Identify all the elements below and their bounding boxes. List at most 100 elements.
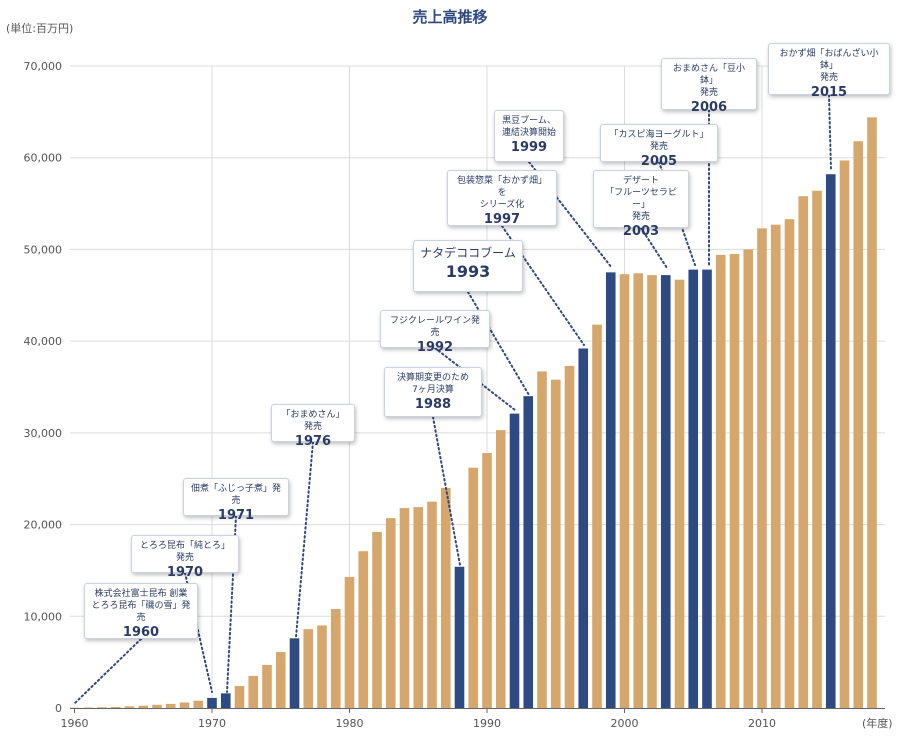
- bar: [812, 190, 822, 708]
- x-tick-label: 1990: [473, 717, 501, 730]
- x-tick-label: 2000: [611, 717, 639, 730]
- callout-1997: 包装惣菜「おかず畑」を シリーズ化 1997: [447, 170, 557, 227]
- bar: [784, 219, 795, 709]
- bar: [537, 371, 547, 708]
- bar: [674, 279, 685, 708]
- callout-leader: [432, 416, 461, 566]
- y-tick-label: 60,000: [24, 152, 63, 165]
- y-tick-label: 30,000: [24, 427, 63, 440]
- bar-highlight: [660, 275, 671, 708]
- bar: [853, 141, 864, 709]
- bar-highlight: [523, 396, 534, 708]
- bar: [193, 700, 204, 708]
- bar: [344, 576, 355, 708]
- callout-2003: デザート 「フルーツセラピー」 発売 2003: [593, 170, 689, 239]
- bar-highlight: [207, 697, 217, 708]
- callout-1960: 株式会社富士昆布 創業 とろろ昆布「磯の雪」発売 1960: [84, 583, 198, 640]
- callout-year: 2015: [810, 85, 848, 100]
- y-tick-label: 70,000: [24, 60, 63, 73]
- bar: [482, 453, 492, 708]
- callout-1988: 決算期変更のため 7ヶ月決算 1988: [384, 367, 482, 417]
- callout-description: 佃煮「ふじっ子煮」発売: [190, 484, 281, 506]
- bar: [152, 704, 162, 708]
- bar: [124, 706, 135, 708]
- callout-year: 1971: [217, 508, 255, 523]
- bar: [97, 707, 107, 708]
- bar-highlight: [220, 693, 231, 708]
- callout-2006: おまめさん「豆小鉢」 発売 2006: [661, 58, 757, 115]
- callout-leader: [828, 94, 832, 171]
- bar-highlight: [509, 413, 520, 708]
- callout-description: 包装惣菜「おかず畑」を シリーズ化: [456, 176, 547, 210]
- bar: [564, 365, 575, 708]
- bar: [248, 675, 259, 708]
- x-tick-label: 2010: [748, 717, 776, 730]
- bar: [165, 703, 176, 708]
- bar: [83, 707, 94, 709]
- callout-1976: 「おまめさん」発売 1976: [271, 404, 355, 449]
- y-unit-label: (単位:百万円): [6, 22, 74, 35]
- y-tick-label: 0: [55, 702, 62, 715]
- callout-description: 黒豆ブーム、 連結決算開始: [501, 116, 556, 138]
- bar: [399, 508, 410, 708]
- bar-highlight: [688, 269, 699, 708]
- bar: [770, 224, 781, 708]
- x-tick-label: 1960: [61, 717, 89, 730]
- bar: [275, 652, 286, 708]
- bar-highlight: [605, 272, 616, 708]
- bar-highlight: [454, 566, 465, 708]
- bar: [358, 551, 369, 708]
- bar-highlight: [578, 348, 589, 708]
- bar: [550, 379, 561, 708]
- callout-year: 1988: [414, 397, 452, 412]
- callout-description: とろろ昆布「純とろ」発売: [139, 541, 230, 563]
- bar: [757, 228, 767, 708]
- callout-year: 2005: [640, 154, 678, 169]
- callout-description: ナタデココブーム: [420, 246, 516, 260]
- callout-description: 株式会社富士昆布 創業 とろろ昆布「磯の雪」発売: [91, 589, 191, 623]
- bar: [110, 706, 121, 708]
- bar: [729, 254, 740, 708]
- callout-description: デザート 「フルーツセラピー」 発売: [605, 176, 677, 222]
- callout-year: 1993: [445, 262, 491, 281]
- bar: [440, 487, 451, 708]
- bar: [234, 685, 245, 708]
- callout-description: おまめさん「豆小鉢」 発売: [672, 64, 745, 98]
- bar: [633, 273, 644, 708]
- callout-year: 2003: [622, 224, 660, 239]
- callout-year: 1999: [510, 140, 548, 155]
- callout-description: 「おまめさん」発売: [281, 410, 345, 432]
- callout-2005: 「カスピ海ヨーグルト」発売 2005: [600, 124, 718, 169]
- callout-description: おかず畑「おばんざい小鉢」 発売: [779, 49, 879, 83]
- callout-description: フジクレールワイン発売: [389, 316, 480, 338]
- bar: [317, 625, 327, 708]
- bar: [303, 629, 314, 708]
- bar: [413, 507, 424, 708]
- y-tick-label: 20,000: [24, 519, 63, 532]
- callout-1970: とろろ昆布「純とろ」発売 1970: [131, 535, 239, 580]
- callout-description: 「カスピ海ヨーグルト」発売: [609, 130, 709, 152]
- bar: [619, 274, 630, 708]
- x-tick-label: 1970: [198, 717, 226, 730]
- bar: [468, 467, 479, 708]
- callout-1992: フジクレールワイン発売 1992: [380, 310, 490, 355]
- callout-2015: おかず畑「おばんざい小鉢」 発売 2015: [768, 43, 890, 100]
- y-tick-label: 50,000: [24, 243, 63, 256]
- bar-highlight: [702, 269, 712, 708]
- bar: [592, 324, 602, 708]
- x-tick-label: 1980: [336, 717, 364, 730]
- y-tick-label: 40,000: [24, 335, 63, 348]
- chart-title: 売上高推移: [412, 8, 488, 26]
- callout-year: 1997: [483, 212, 521, 227]
- bar: [330, 608, 341, 708]
- y-tick-label: 10,000: [24, 610, 63, 623]
- bar: [798, 196, 809, 708]
- callout-year: 1960: [122, 625, 160, 640]
- bar: [839, 160, 850, 709]
- bar: [179, 702, 190, 708]
- callout-1971: 佃煮「ふじっ子煮」発売 1971: [183, 478, 289, 523]
- callout-leader: [295, 441, 314, 638]
- callout-year: 2006: [690, 100, 728, 115]
- callout-leader: [467, 291, 530, 396]
